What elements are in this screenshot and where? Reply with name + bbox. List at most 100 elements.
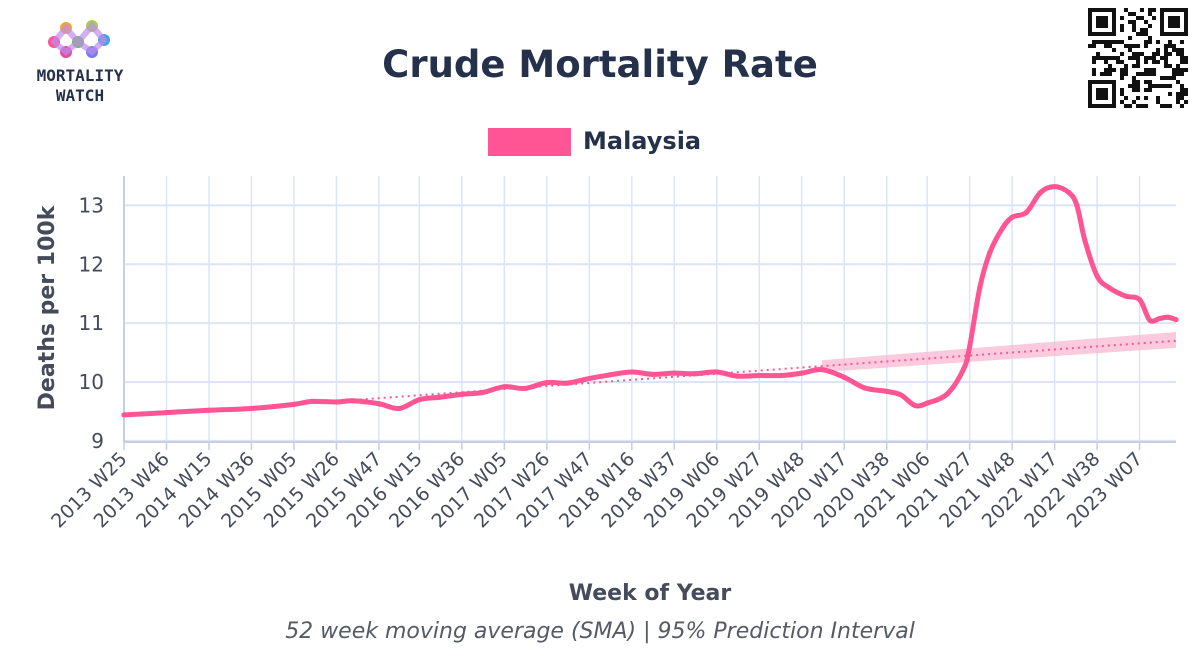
qr-module [1116, 40, 1120, 44]
qr-module [1168, 84, 1172, 88]
data-point [1009, 214, 1015, 220]
data-point [521, 385, 528, 392]
qr-module [1176, 64, 1180, 68]
qr-module [1128, 44, 1132, 48]
qr-module [1112, 48, 1116, 52]
qr-module [1116, 60, 1120, 64]
qr-module [1148, 72, 1152, 76]
qr-module [1152, 56, 1156, 60]
qr-module [1156, 84, 1160, 88]
qr-module [1156, 40, 1160, 44]
qr-module [1172, 72, 1176, 76]
qr-module [1148, 40, 1152, 44]
data-point [350, 398, 356, 404]
qr-module [1180, 68, 1184, 72]
qr-module [1132, 52, 1136, 56]
qr-module [1180, 104, 1184, 108]
qr-module [1148, 80, 1152, 84]
qr-module [1164, 64, 1168, 68]
qr-module [1156, 48, 1160, 52]
y-tick-label: 13 [79, 193, 104, 217]
qr-module [1152, 52, 1156, 56]
qr-module [1168, 40, 1172, 44]
data-point [778, 372, 785, 379]
trend-polyline [293, 339, 1177, 406]
qr-module [1136, 52, 1140, 56]
qr-module [1144, 32, 1148, 36]
qr-module [1180, 52, 1184, 56]
qr-module [1120, 88, 1124, 92]
data-point [912, 402, 918, 409]
qr-module [1128, 56, 1132, 60]
data-point [586, 375, 592, 382]
y-axis-label: Deaths per 100k [35, 204, 60, 410]
qr-module [1176, 52, 1180, 56]
qr-module [1152, 84, 1156, 88]
qr-module [1144, 96, 1148, 100]
qr-module [1140, 104, 1144, 108]
qr-module [1164, 60, 1168, 64]
data-point [924, 400, 930, 406]
qr-module [1136, 32, 1140, 36]
qr-module [1156, 60, 1160, 64]
trend-line [293, 339, 1177, 406]
qr-module [1140, 8, 1144, 12]
qr-module [1128, 36, 1132, 40]
qr-module [1108, 68, 1112, 72]
qr-module [1124, 104, 1128, 108]
qr-module [1144, 104, 1148, 108]
qr-module [1104, 44, 1108, 48]
qr-module [1124, 64, 1128, 68]
qr-module [1136, 16, 1140, 20]
qr-module [1176, 68, 1180, 72]
qr-module [1152, 8, 1156, 12]
qr-module [1136, 104, 1140, 108]
qr-module [1144, 44, 1148, 48]
qr-module [1092, 72, 1096, 76]
qr-module [1180, 84, 1184, 88]
chart-subtitle: 52 week moving average (SMA) | 95% Predi… [285, 619, 915, 644]
qr-module [1148, 68, 1152, 72]
data-point [459, 391, 465, 397]
qr-module [1168, 104, 1172, 108]
qr-module [1140, 28, 1144, 32]
qr-module [1104, 72, 1108, 76]
data-point [629, 369, 635, 375]
qr-module [1172, 44, 1176, 48]
qr-module [1168, 76, 1172, 80]
qr-module [1132, 28, 1136, 32]
qr-module [1148, 88, 1152, 92]
data-point [501, 384, 507, 390]
qr-module [1164, 44, 1168, 48]
logo-text-line1: MORTALITY [37, 66, 124, 85]
qr-module [1132, 20, 1136, 24]
qr-module [1100, 40, 1104, 44]
series-line-malaysia [121, 183, 1179, 418]
qr-module [1120, 40, 1124, 44]
qr-module [1088, 44, 1092, 48]
qr-module [1136, 72, 1140, 76]
qr-module [1096, 40, 1100, 44]
data-point [898, 392, 904, 398]
qr-module [1144, 68, 1148, 72]
data-point [861, 385, 868, 391]
qr-module [1140, 52, 1144, 56]
qr-code[interactable] [1088, 8, 1188, 108]
qr-module [1180, 48, 1184, 52]
qr-module [1092, 68, 1096, 72]
qr-module [1120, 28, 1124, 32]
qr-finder-core [1168, 16, 1180, 28]
qr-module [1112, 68, 1116, 72]
data-point [1106, 285, 1112, 291]
data-point [999, 226, 1005, 232]
qr-module [1160, 76, 1164, 80]
mortality-watch-logo[interactable]: MORTALITY WATCH [37, 20, 124, 105]
data-point [163, 409, 170, 416]
qr-module [1136, 84, 1140, 88]
qr-module [1140, 16, 1144, 20]
qr-module [1144, 40, 1148, 44]
data-point [564, 380, 570, 386]
y-tick-label: 9 [91, 429, 104, 453]
qr-module [1092, 40, 1096, 44]
x-axis-label: Week of Year [569, 581, 732, 606]
